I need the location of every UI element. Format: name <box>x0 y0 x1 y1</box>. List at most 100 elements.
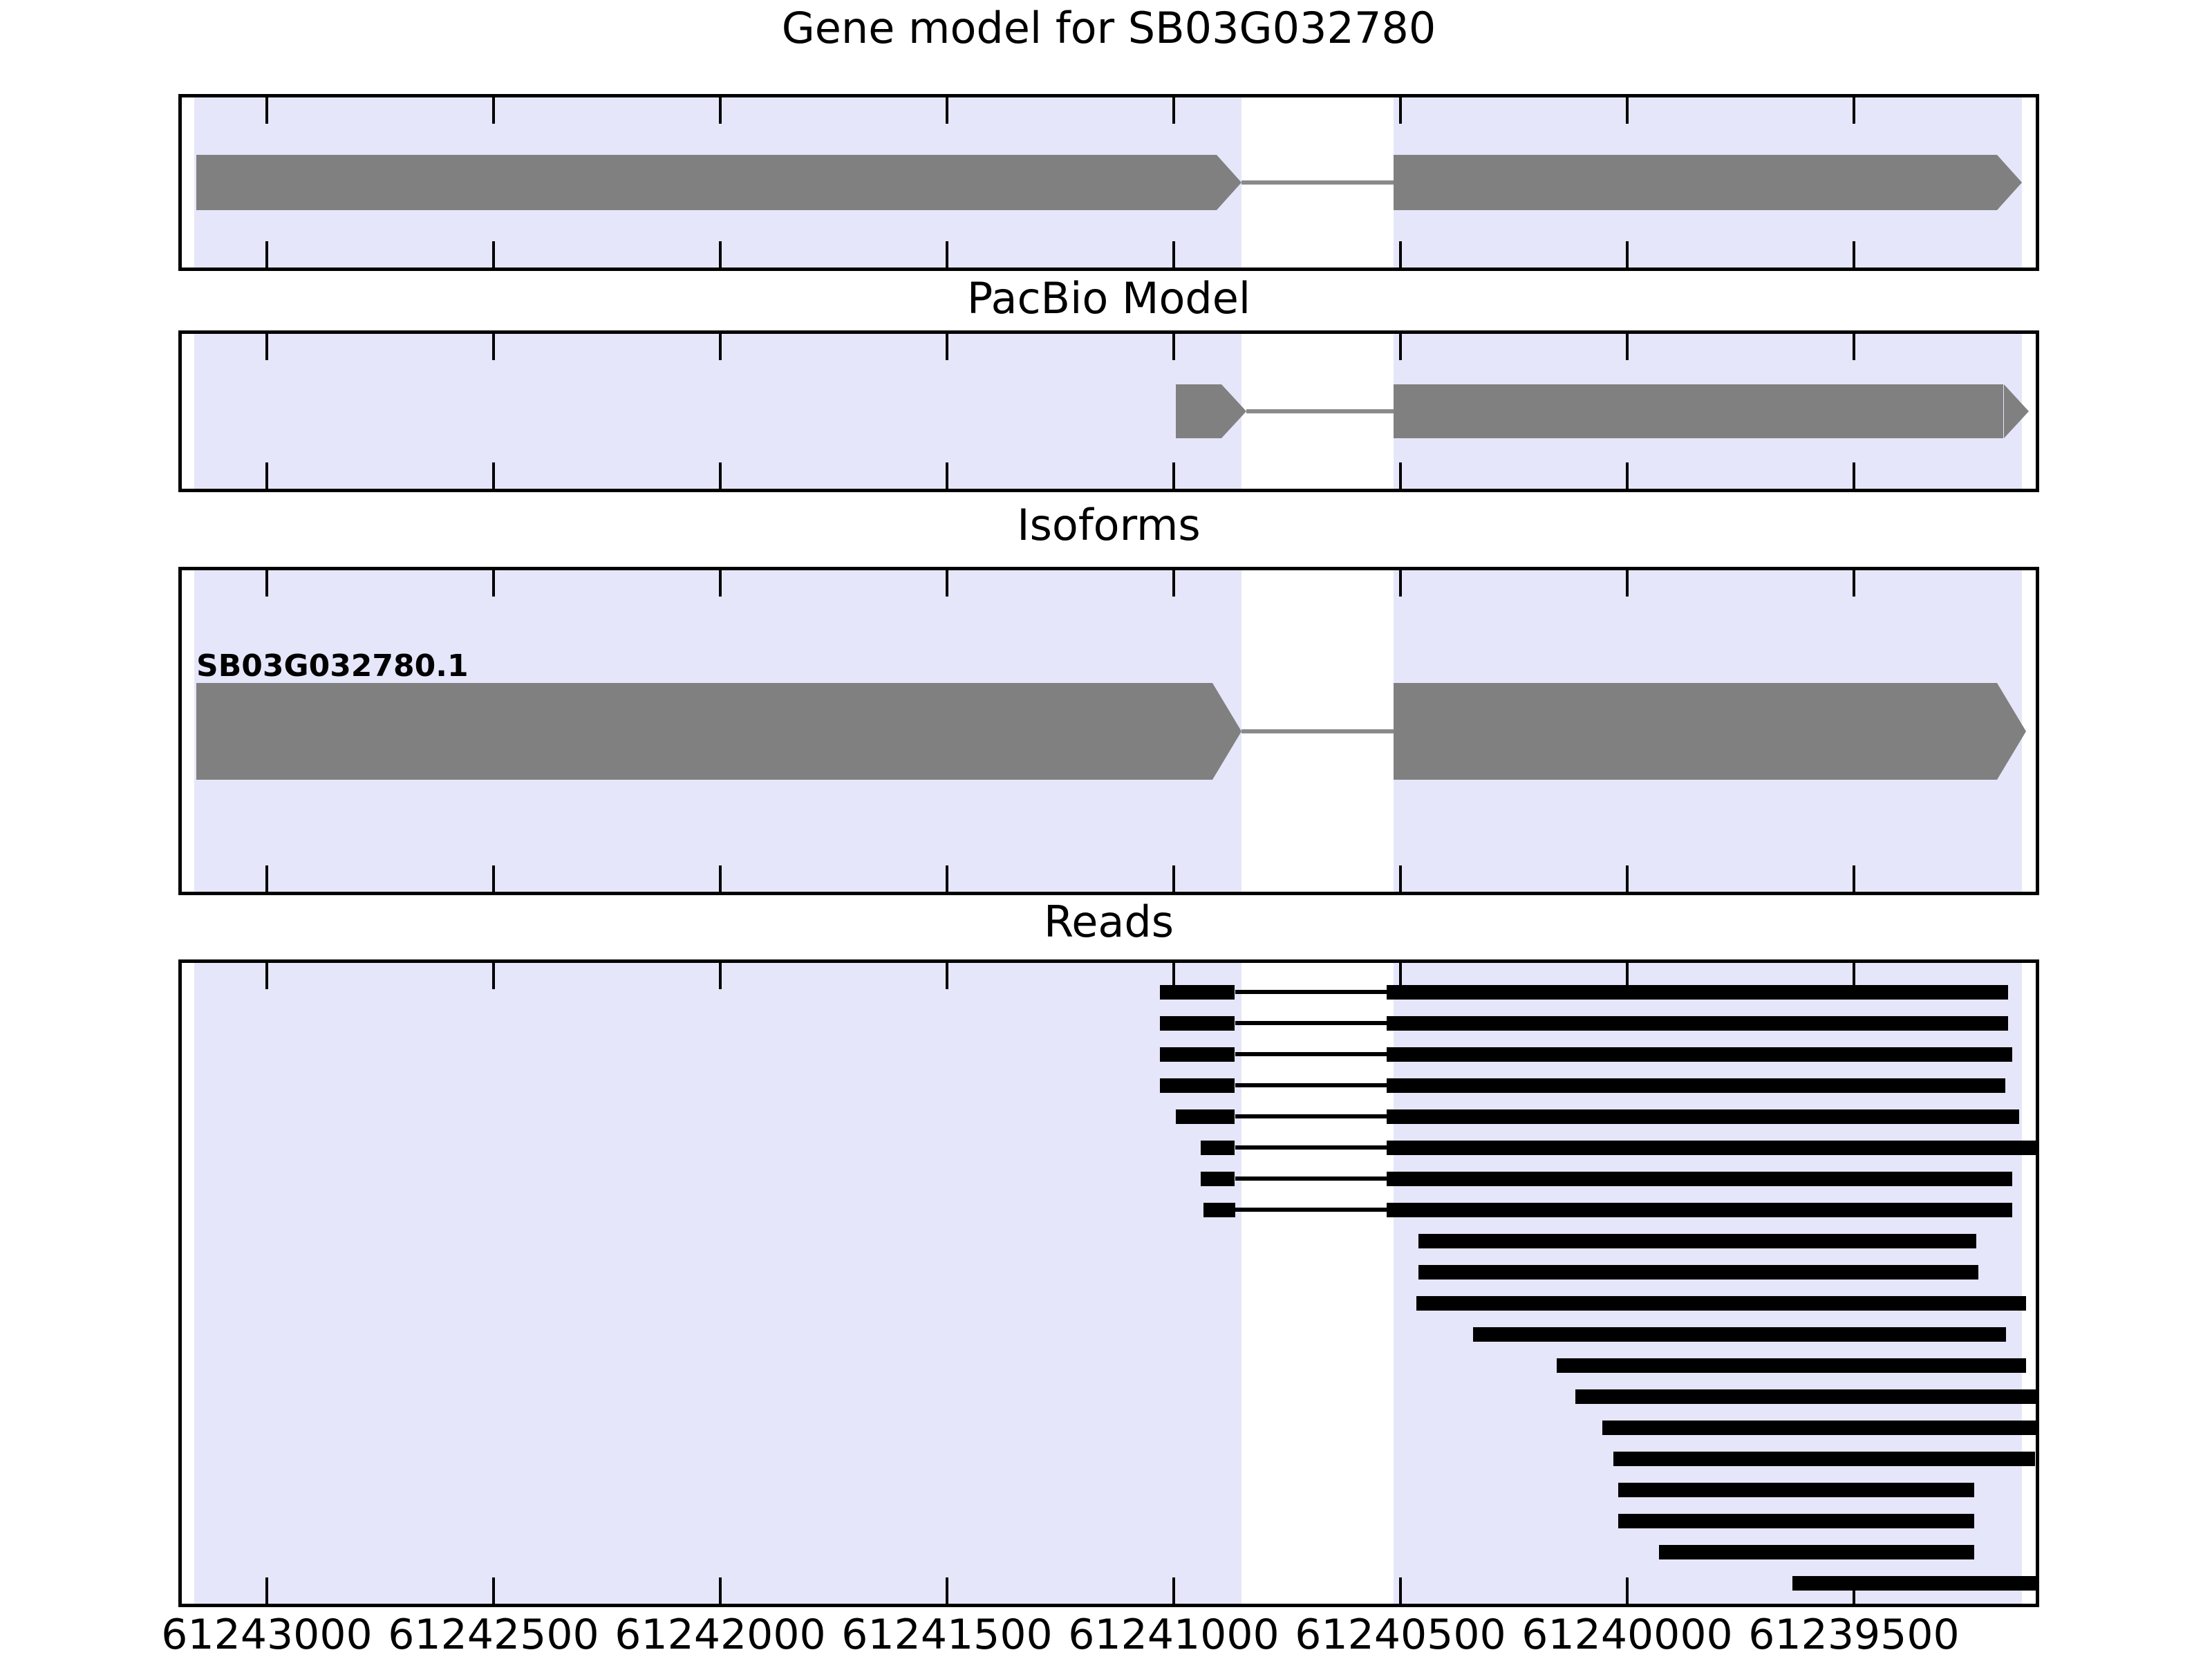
intron-line <box>1241 180 1394 185</box>
axis-tick-mark <box>265 241 268 268</box>
axis-tick-mark <box>1172 1577 1175 1604</box>
panel-pacbio-model <box>178 330 2039 492</box>
read-segment <box>1160 1047 1235 1062</box>
axis-tick-mark <box>492 1577 495 1604</box>
read-segment <box>1659 1545 1974 1559</box>
axis-tick-mark <box>1172 462 1175 489</box>
axis-tick-mark <box>265 462 268 489</box>
axis-tick-mark <box>1172 97 1175 124</box>
exon-arrow-tip <box>1212 683 1241 780</box>
axis-tick-mark <box>946 570 948 597</box>
intron-line <box>1241 729 1394 733</box>
axis-tick-mark <box>265 334 268 360</box>
axis-tick-mark <box>1399 334 1402 360</box>
axis-tick-mark <box>946 1577 948 1604</box>
main-title: Gene model for SB03G032780 <box>781 3 1436 53</box>
axis-tick-mark <box>719 334 722 360</box>
exon-arrow-tip <box>1221 384 1246 438</box>
axis-tick-mark <box>1626 570 1629 597</box>
axis-tick-mark <box>1626 462 1629 489</box>
read-gap-connector <box>1235 1083 1387 1087</box>
read-segment <box>1160 1016 1235 1031</box>
axis-tick-mark <box>265 1577 268 1604</box>
read-segment <box>1387 1016 2008 1031</box>
read-segment <box>1618 1514 1974 1528</box>
axis-tick-mark <box>1172 570 1175 597</box>
highlight-region <box>194 334 1241 489</box>
read-segment <box>1618 1483 1974 1497</box>
axis-tick-mark <box>946 462 948 489</box>
panel-isoforms: SB03G032780.1 <box>178 567 2039 895</box>
axis-tick-mark <box>1626 334 1629 360</box>
axis-tick-mark <box>1626 97 1629 124</box>
read-segment <box>1792 1576 2036 1591</box>
axis-tick-mark <box>492 462 495 489</box>
read-segment <box>1201 1141 1235 1155</box>
axis-tick-mark <box>1853 97 1855 124</box>
axis-tick-mark <box>719 963 722 989</box>
axis-tick-mark <box>1399 462 1402 489</box>
axis-tick-mark <box>1172 865 1175 892</box>
axis-tick-mark <box>265 570 268 597</box>
exon-body <box>1394 683 1997 780</box>
axis-tick-mark <box>1853 570 1855 597</box>
axis-tick-mark <box>946 865 948 892</box>
axis-tick-label: 61242000 <box>615 1611 826 1659</box>
axis-tick-mark <box>492 241 495 268</box>
axis-tick-mark <box>719 241 722 268</box>
axis-tick-label: 61240500 <box>1295 1611 1506 1659</box>
axis-tick-mark <box>1853 865 1855 892</box>
axis-tick-mark <box>1172 963 1175 989</box>
axis-tick-label: 61243000 <box>161 1611 373 1659</box>
axis-tick-label: 61240000 <box>1521 1611 1733 1659</box>
read-segment <box>1387 1047 2012 1062</box>
read-segment <box>1201 1172 1235 1186</box>
panel-reads <box>178 959 2039 1607</box>
axis-tick-mark <box>719 97 722 124</box>
exon-body <box>1176 384 1221 438</box>
highlight-region <box>194 963 1241 1604</box>
read-segment <box>1160 985 1235 1000</box>
exon-body <box>196 155 1217 210</box>
exon-arrow-tip <box>1217 155 1241 210</box>
axis-tick-mark <box>1172 241 1175 268</box>
axis-tick-mark <box>492 963 495 989</box>
read-segment <box>1387 985 2008 1000</box>
isoforms-panel-title: Isoforms <box>1017 500 1201 550</box>
read-segment <box>1387 1203 2012 1217</box>
read-segment <box>1418 1265 1978 1280</box>
axis-tick-mark <box>719 570 722 597</box>
read-gap-connector <box>1235 1021 1387 1025</box>
axis-tick-mark <box>265 963 268 989</box>
read-gap-connector <box>1235 1145 1387 1150</box>
axis-tick-mark <box>1626 865 1629 892</box>
exon-arrow-tip <box>1997 683 2026 780</box>
read-segment <box>1416 1296 2026 1311</box>
exon-body <box>1394 384 2003 438</box>
axis-tick-mark <box>265 97 268 124</box>
axis-tick-mark <box>1853 462 1855 489</box>
read-segment <box>1387 1078 2005 1093</box>
read-gap-connector <box>1235 1114 1387 1118</box>
axis-tick-mark <box>492 570 495 597</box>
axis-tick-mark <box>946 97 948 124</box>
axis-tick-mark <box>719 865 722 892</box>
intron-line <box>1246 409 1394 413</box>
read-segment <box>1602 1421 2036 1435</box>
read-segment <box>1387 1109 2019 1124</box>
exon-body <box>1394 155 1997 210</box>
axis-tick-mark <box>265 865 268 892</box>
read-segment <box>1203 1203 1235 1217</box>
axis-tick-label: 61239500 <box>1748 1611 1960 1659</box>
pacbio-panel-title: PacBio Model <box>966 273 1251 324</box>
read-segment <box>1418 1234 1976 1248</box>
exon-arrow-tip <box>1997 155 2022 210</box>
axis-tick-label: 61242500 <box>388 1611 599 1659</box>
axis-tick-mark <box>719 1577 722 1604</box>
axis-tick-mark <box>1399 570 1402 597</box>
exon-body <box>196 683 1212 780</box>
read-gap-connector <box>1235 990 1387 994</box>
reads-panel-title: Reads <box>1043 897 1174 947</box>
axis-tick-mark <box>1626 963 1629 989</box>
